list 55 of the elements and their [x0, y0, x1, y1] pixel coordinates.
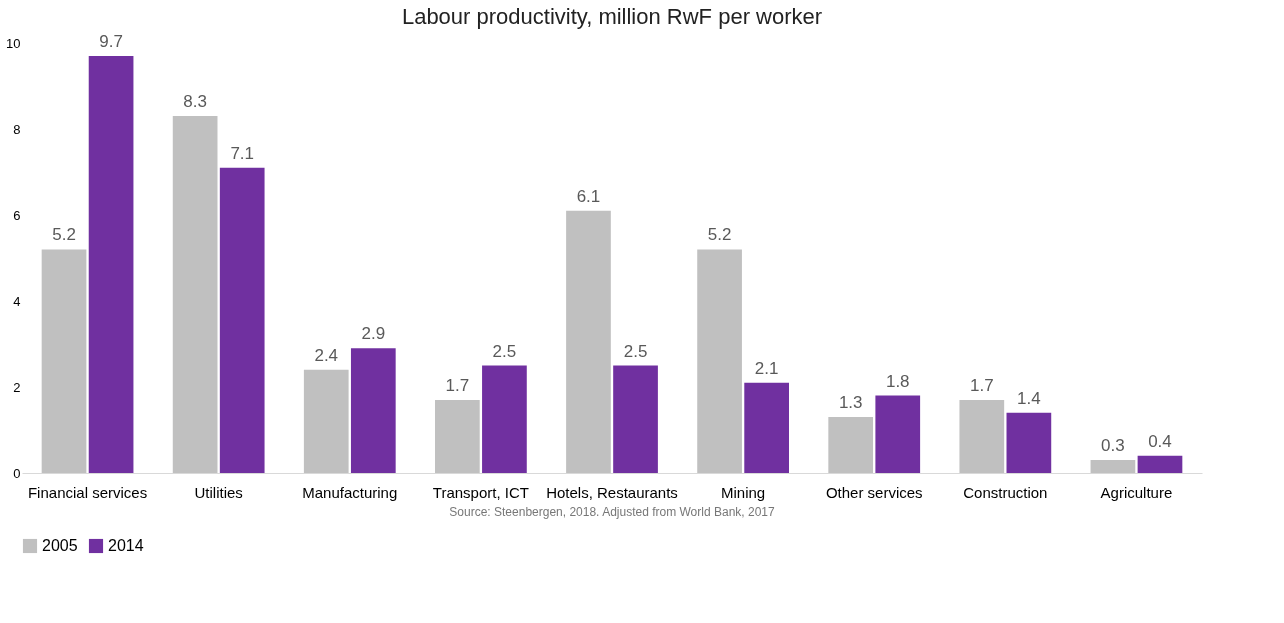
bar	[959, 399, 1005, 473]
x-tick-label: Other services	[825, 483, 923, 501]
x-tick-label: Transport, ICT	[432, 483, 529, 501]
data-label: 0.3	[1101, 436, 1125, 456]
bar	[1090, 460, 1136, 473]
data-label: 1.3	[838, 393, 863, 413]
data-label: 0.4	[1148, 431, 1172, 451]
data-label: 1.7	[969, 375, 994, 395]
data-label: 1.4	[1017, 388, 1041, 408]
bar	[41, 249, 87, 473]
y-tick-label: 0	[13, 465, 21, 481]
bar	[172, 116, 218, 473]
bar	[88, 55, 134, 473]
x-tick-label: Hotels, Restaurants	[546, 483, 678, 501]
bar	[697, 249, 742, 473]
data-label: 1.7	[445, 375, 470, 395]
bar	[350, 348, 396, 473]
legend-label: 2014	[108, 537, 144, 554]
x-tick-label: Manufacturing	[302, 483, 398, 501]
x-tick-label: Financial services	[27, 483, 148, 501]
data-label: 2.1	[754, 358, 779, 378]
bar	[744, 382, 789, 473]
data-label: 7.1	[230, 143, 255, 163]
bar	[435, 399, 480, 473]
data-label: 6.1	[576, 186, 601, 206]
source-note: Source: Steenbergen, 2018. Adjusted from World Bank, 2017	[449, 505, 775, 519]
bar	[875, 395, 921, 473]
bar	[219, 167, 265, 473]
data-label: 2.4	[314, 345, 339, 365]
bar	[482, 365, 527, 473]
x-tick-label: Mining	[721, 483, 766, 501]
x-tick-label: Construction	[963, 483, 1048, 501]
data-label: 5.2	[52, 225, 76, 245]
y-tick-label: 8	[13, 121, 21, 137]
y-tick-label: 4	[13, 293, 21, 309]
data-label: 2.5	[623, 341, 648, 361]
bar	[1006, 412, 1052, 473]
y-tick-label: 10	[6, 35, 21, 51]
legend-label: 2005	[42, 537, 78, 554]
chart-title: Labour productivity, million RwF per worker	[401, 3, 823, 29]
bar	[566, 210, 611, 473]
data-label: 2.5	[492, 341, 517, 361]
data-label: 2.9	[361, 324, 386, 344]
data-label: 5.2	[707, 225, 732, 245]
data-label: 8.3	[183, 92, 207, 112]
bar	[1137, 455, 1183, 473]
data-label: 1.8	[885, 371, 910, 391]
x-tick-label: Agriculture	[1100, 483, 1173, 501]
y-tick-label: 2	[13, 379, 21, 395]
bar	[613, 365, 658, 473]
y-tick-label: 6	[13, 207, 21, 223]
x-tick-label: Utilities	[194, 483, 243, 501]
bar	[303, 369, 349, 473]
data-label: 9.7	[99, 31, 123, 51]
bar	[828, 417, 874, 473]
